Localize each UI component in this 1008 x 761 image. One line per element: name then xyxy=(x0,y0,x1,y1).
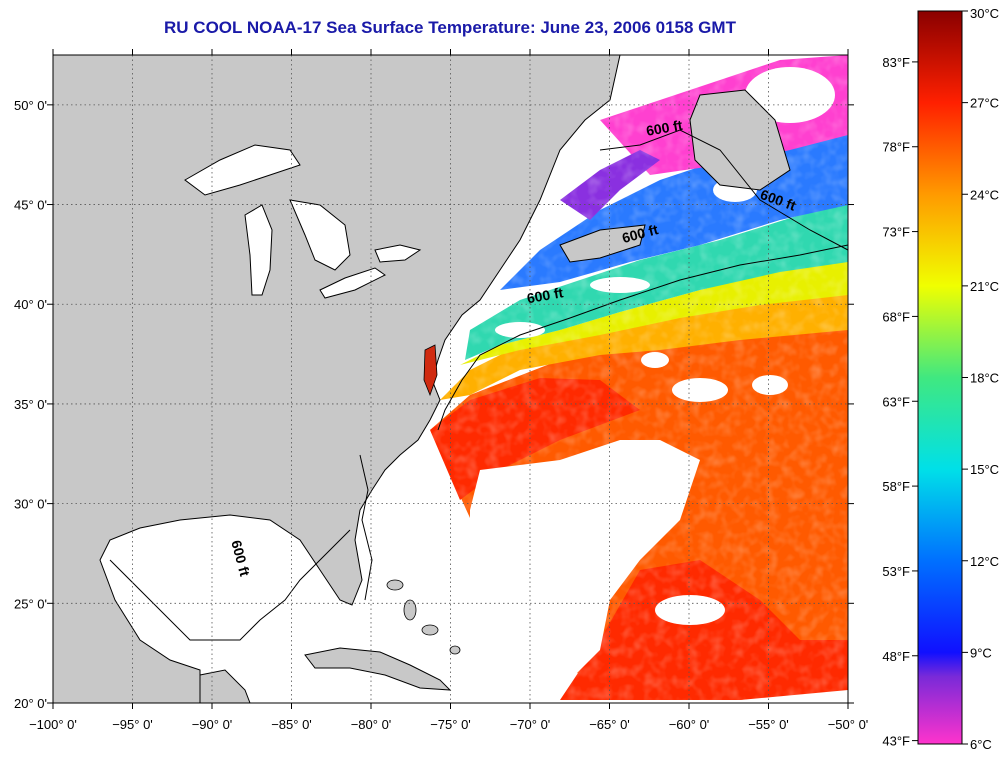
bahamas-islands xyxy=(386,579,461,655)
contour-label-600ft: 600 ft xyxy=(526,284,565,306)
axis-ticks xyxy=(47,49,854,709)
colorbar-fahrenheit-label: 58°F xyxy=(882,479,910,494)
lake-superior xyxy=(184,144,301,196)
map-title: RU COOL NOAA-17 Sea Surface Temperature:… xyxy=(164,18,736,37)
lat-tick-label: 20° 0' xyxy=(14,696,47,711)
newfoundland-land xyxy=(689,89,791,191)
colorbar-fahrenheit-label: 68°F xyxy=(882,309,910,324)
colorbar-celsius-label: 27°C xyxy=(970,96,999,111)
lon-tick-label: −65° 0' xyxy=(589,717,630,732)
lat-tick-labels: 20° 0' 25° 0' 30° 0' 35° 0' 40° 0' 45° 0' 50° … xyxy=(14,98,47,711)
colorbar-celsius-labels: 30°C 27°C 24°C 21°C 18°C 15°C 12°C 9°C 6°C xyxy=(962,6,999,752)
chesapeake-bay xyxy=(423,344,438,397)
lon-tick-label: −90° 0' xyxy=(192,717,233,732)
lon-tick-label: −85° 0' xyxy=(271,717,312,732)
colorbar-fahrenheit-labels: 83°F 78°F 73°F 68°F 63°F 58°F 53°F 48°F 43°F xyxy=(882,55,918,749)
lon-tick-label: −70° 0' xyxy=(510,717,551,732)
colorbar-fahrenheit-label: 83°F xyxy=(882,55,910,70)
great-lakes xyxy=(184,144,422,299)
yucatan-land xyxy=(199,669,251,703)
colorbar-celsius-label: 24°C xyxy=(970,187,999,202)
lake-ontario xyxy=(374,244,422,263)
colorbar-celsius-label: 12°C xyxy=(970,554,999,569)
colorbar-fahrenheit-label: 78°F xyxy=(882,140,910,155)
lon-tick-label: −75° 0' xyxy=(430,717,471,732)
lake-huron xyxy=(289,199,351,271)
lat-tick-label: 25° 0' xyxy=(14,596,47,611)
lat-tick-label: 30° 0' xyxy=(14,497,47,512)
lon-tick-label: −80° 0' xyxy=(351,717,392,732)
gridlines xyxy=(53,55,848,703)
lat-tick-label: 45° 0' xyxy=(14,198,47,213)
lake-erie xyxy=(319,267,386,299)
lake-michigan xyxy=(244,204,273,296)
colorbar-fahrenheit-label: 63°F xyxy=(882,394,910,409)
colorbar-celsius-label: 21°C xyxy=(970,279,999,294)
lat-tick-label: 50° 0' xyxy=(14,98,47,113)
colorbar-fahrenheit-label: 73°F xyxy=(882,225,910,240)
colorbar-fahrenheit-label: 48°F xyxy=(882,649,910,664)
lon-tick-labels: −100° 0' −95° 0' −90° 0' −85° 0' −80° 0' −75°… xyxy=(29,717,868,732)
lon-tick-label: −100° 0' xyxy=(29,717,77,732)
colorbar-celsius-label: 18°C xyxy=(970,371,999,386)
lon-tick-label: −95° 0' xyxy=(112,717,153,732)
colorbar: 30°C 27°C 24°C 21°C 18°C 15°C 12°C 9°C 6°C 83°F 7… xyxy=(882,6,999,752)
lat-tick-label: 35° 0' xyxy=(14,397,47,412)
isobath-600ft xyxy=(109,129,848,641)
nova-scotia-land xyxy=(559,224,646,263)
colorbar-gradient xyxy=(917,10,963,745)
land-masses xyxy=(53,55,791,703)
colorbar-celsius-label: 15°C xyxy=(970,462,999,477)
north-america-land xyxy=(53,55,621,703)
contour-label-600ft: 600 ft xyxy=(645,117,684,139)
lon-tick-label: −50° 0' xyxy=(828,717,869,732)
colorbar-celsius-label: 30°C xyxy=(970,6,999,21)
lon-tick-label: −60° 0' xyxy=(669,717,710,732)
lon-tick-label: −55° 0' xyxy=(748,717,789,732)
colorbar-fahrenheit-label: 43°F xyxy=(882,734,910,749)
colorbar-celsius-label: 9°C xyxy=(970,645,992,660)
colorbar-fahrenheit-label: 53°F xyxy=(882,564,910,579)
lat-tick-label: 40° 0' xyxy=(14,297,47,312)
cuba-land xyxy=(304,647,452,691)
colorbar-celsius-label: 6°C xyxy=(970,737,992,752)
